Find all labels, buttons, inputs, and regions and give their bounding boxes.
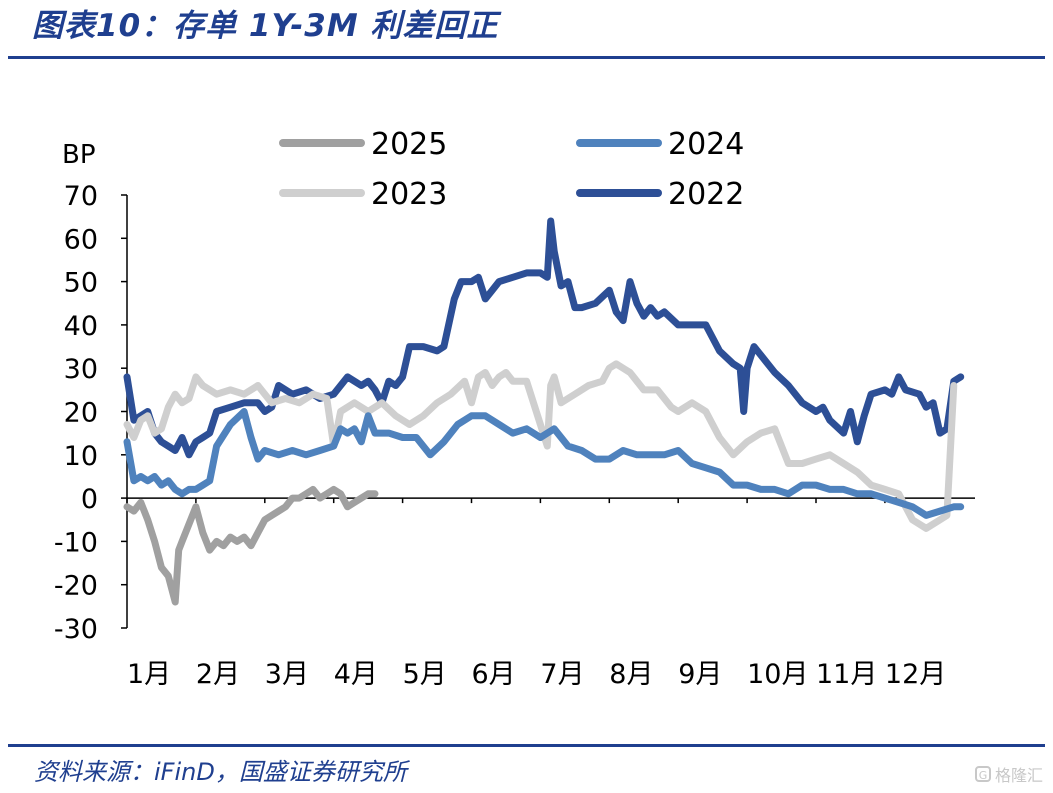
y-tick-label: 30	[64, 354, 98, 385]
chart-legend: 2025 2024 2023 2022	[279, 127, 744, 212]
x-tick-label: 8月	[609, 659, 653, 690]
source-note: 资料来源：iFinD，国盛证券研究所	[34, 758, 407, 786]
x-tick-label: 6月	[472, 659, 516, 690]
series-line-2023	[123, 360, 958, 532]
x-tick-label: 1月	[127, 659, 171, 690]
y-tick-label: 60	[64, 224, 98, 255]
header-rule	[8, 56, 1045, 59]
y-axis-label: BP	[62, 140, 96, 170]
x-tick-label: 12月	[885, 659, 946, 690]
x-tick-label: 5月	[403, 659, 447, 690]
series-layer	[123, 217, 965, 606]
y-tick-label: -10	[54, 527, 98, 558]
x-tick-label: 2月	[196, 659, 240, 690]
series-line-2022	[123, 217, 965, 459]
x-tick-label: 11月	[816, 659, 877, 690]
chart-axes: 70 60 50 40 30 20 10 0 -10 -20 -30 BP 1月 2月 3月 4月 5月 6月 7月…	[54, 140, 975, 690]
y-tick-label: 70	[64, 181, 98, 212]
y-tick-label: 40	[64, 311, 98, 342]
series-line-2025	[123, 485, 379, 606]
x-tick-label: 10月	[747, 659, 808, 690]
watermark: G 格隆汇	[974, 762, 1043, 786]
y-tick-label: 10	[64, 441, 98, 472]
series-line-2024	[123, 408, 965, 519]
y-tick-label: -30	[54, 614, 98, 645]
legend-label-2022: 2022	[668, 177, 744, 212]
y-tick-label: 0	[81, 484, 98, 515]
watermark-logo-icon: G	[974, 766, 991, 782]
footer-rule	[8, 744, 1045, 747]
x-tick-label: 4月	[334, 659, 378, 690]
watermark-text: 格隆汇	[994, 766, 1043, 785]
y-tick-label: 50	[64, 268, 98, 299]
legend-label-2023: 2023	[371, 177, 447, 212]
y-tick-label: -20	[54, 571, 98, 602]
x-tick-label: 7月	[540, 659, 584, 690]
x-tick-label: 3月	[265, 659, 309, 690]
legend-label-2024: 2024	[668, 127, 744, 162]
x-tick-label: 9月	[678, 659, 722, 690]
legend-label-2025: 2025	[371, 127, 447, 162]
y-tick-label: 20	[64, 398, 98, 429]
chart-title: 图表10：存单 1Y-3M 利差回正	[32, 8, 499, 44]
